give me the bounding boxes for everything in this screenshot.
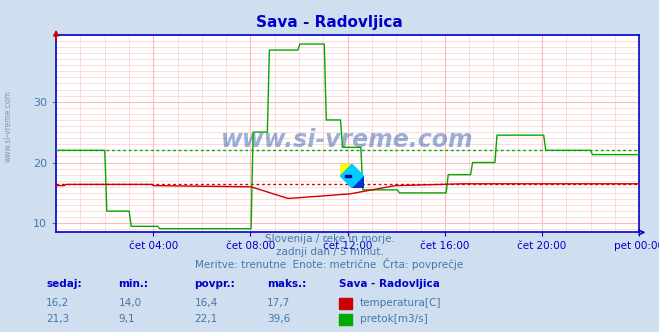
Text: maks.:: maks.: bbox=[267, 279, 306, 289]
Text: 9,1: 9,1 bbox=[119, 314, 135, 324]
Text: min.:: min.: bbox=[119, 279, 149, 289]
Text: sedaj:: sedaj: bbox=[46, 279, 82, 289]
Polygon shape bbox=[340, 164, 352, 176]
Polygon shape bbox=[340, 164, 364, 188]
Text: Meritve: trenutne  Enote: metrične  Črta: povprečje: Meritve: trenutne Enote: metrične Črta: … bbox=[195, 258, 464, 270]
Text: 21,3: 21,3 bbox=[46, 314, 69, 324]
Text: povpr.:: povpr.: bbox=[194, 279, 235, 289]
Text: Sava - Radovljica: Sava - Radovljica bbox=[256, 15, 403, 30]
Text: www.si-vreme.com: www.si-vreme.com bbox=[221, 127, 474, 151]
Text: 16,2: 16,2 bbox=[46, 298, 69, 308]
Text: zadnji dan / 5 minut.: zadnji dan / 5 minut. bbox=[275, 247, 384, 257]
Bar bbox=[345, 175, 351, 177]
Text: 17,7: 17,7 bbox=[267, 298, 290, 308]
Text: temperatura[C]: temperatura[C] bbox=[360, 298, 442, 308]
Text: Slovenija / reke in morje.: Slovenija / reke in morje. bbox=[264, 234, 395, 244]
Polygon shape bbox=[352, 176, 364, 188]
Text: 22,1: 22,1 bbox=[194, 314, 217, 324]
Text: www.si-vreme.com: www.si-vreme.com bbox=[3, 90, 13, 162]
Text: Sava - Radovljica: Sava - Radovljica bbox=[339, 279, 440, 289]
Text: 14,0: 14,0 bbox=[119, 298, 142, 308]
Text: 39,6: 39,6 bbox=[267, 314, 290, 324]
Text: 16,4: 16,4 bbox=[194, 298, 217, 308]
Text: pretok[m3/s]: pretok[m3/s] bbox=[360, 314, 428, 324]
